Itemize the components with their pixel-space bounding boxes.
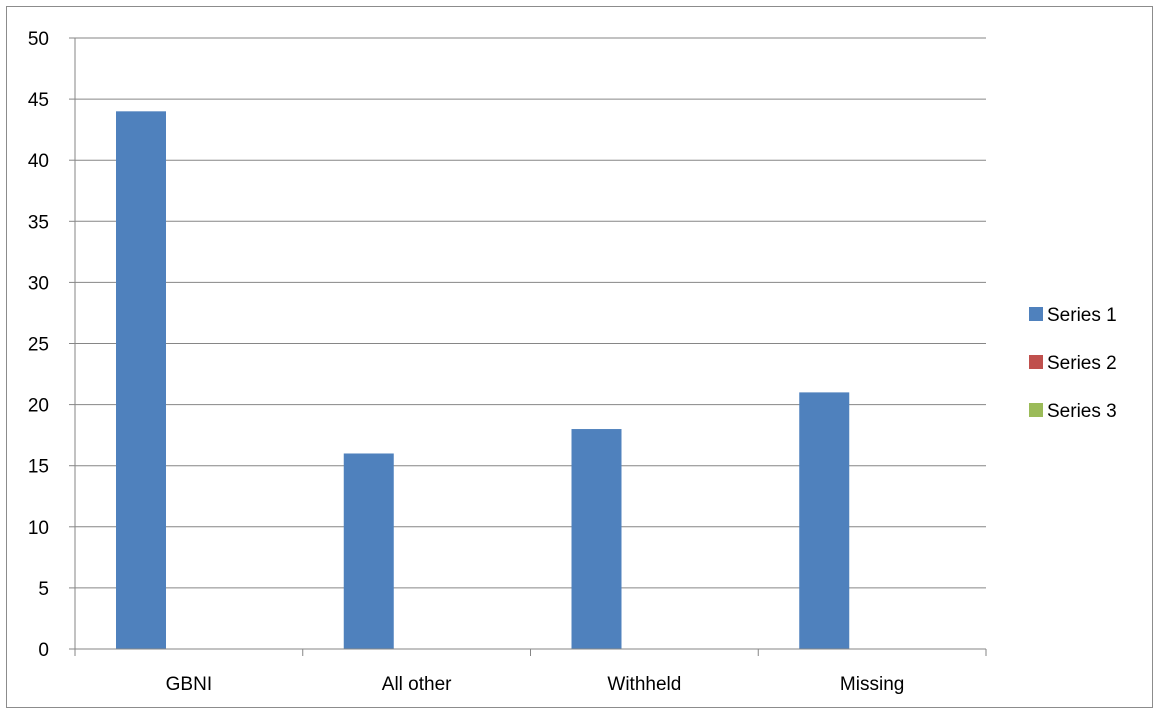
legend: Series 1 Series 2 Series 3 — [1029, 305, 1117, 422]
y-tick-label: 50 — [28, 29, 49, 50]
y-tick-label: 20 — [28, 396, 49, 417]
bar-chart: 0 5 10 15 20 25 30 35 40 45 50 GBNI All other Withhe… — [28, 29, 1117, 695]
y-tick-label: 5 — [38, 579, 49, 600]
bar — [571, 429, 622, 649]
legend-swatch — [1029, 355, 1043, 369]
x-tick-label: Withheld — [607, 674, 681, 695]
y-tick-label: 35 — [28, 212, 49, 233]
y-tick-label: 30 — [28, 273, 49, 294]
legend-label: Series 1 — [1047, 305, 1117, 326]
x-tick-labels: GBNI All other Withheld Missing — [166, 674, 905, 695]
y-tick-labels: 0 5 10 15 20 25 30 35 40 45 50 — [28, 29, 49, 661]
x-tick-label: GBNI — [166, 674, 212, 695]
x-tick-label: All other — [382, 674, 452, 695]
bar — [116, 111, 166, 649]
x-tick-label: Missing — [840, 674, 904, 695]
axes — [69, 37, 987, 656]
y-tick-label: 15 — [28, 457, 49, 478]
y-tick-label: 40 — [28, 151, 49, 172]
legend-swatch — [1029, 307, 1043, 321]
y-tick-label: 0 — [38, 640, 49, 661]
bar — [799, 392, 850, 649]
bar — [343, 453, 394, 649]
bars — [116, 111, 850, 649]
chart-frame: 0 5 10 15 20 25 30 35 40 45 50 GBNI All other Withhe… — [6, 6, 1153, 708]
legend-swatch — [1029, 403, 1043, 417]
y-tick-label: 25 — [28, 335, 49, 356]
y-tick-label: 10 — [28, 518, 49, 539]
legend-label: Series 3 — [1047, 401, 1117, 422]
gridlines — [75, 37, 986, 589]
legend-label: Series 2 — [1047, 353, 1117, 374]
y-tick-label: 45 — [28, 90, 49, 111]
